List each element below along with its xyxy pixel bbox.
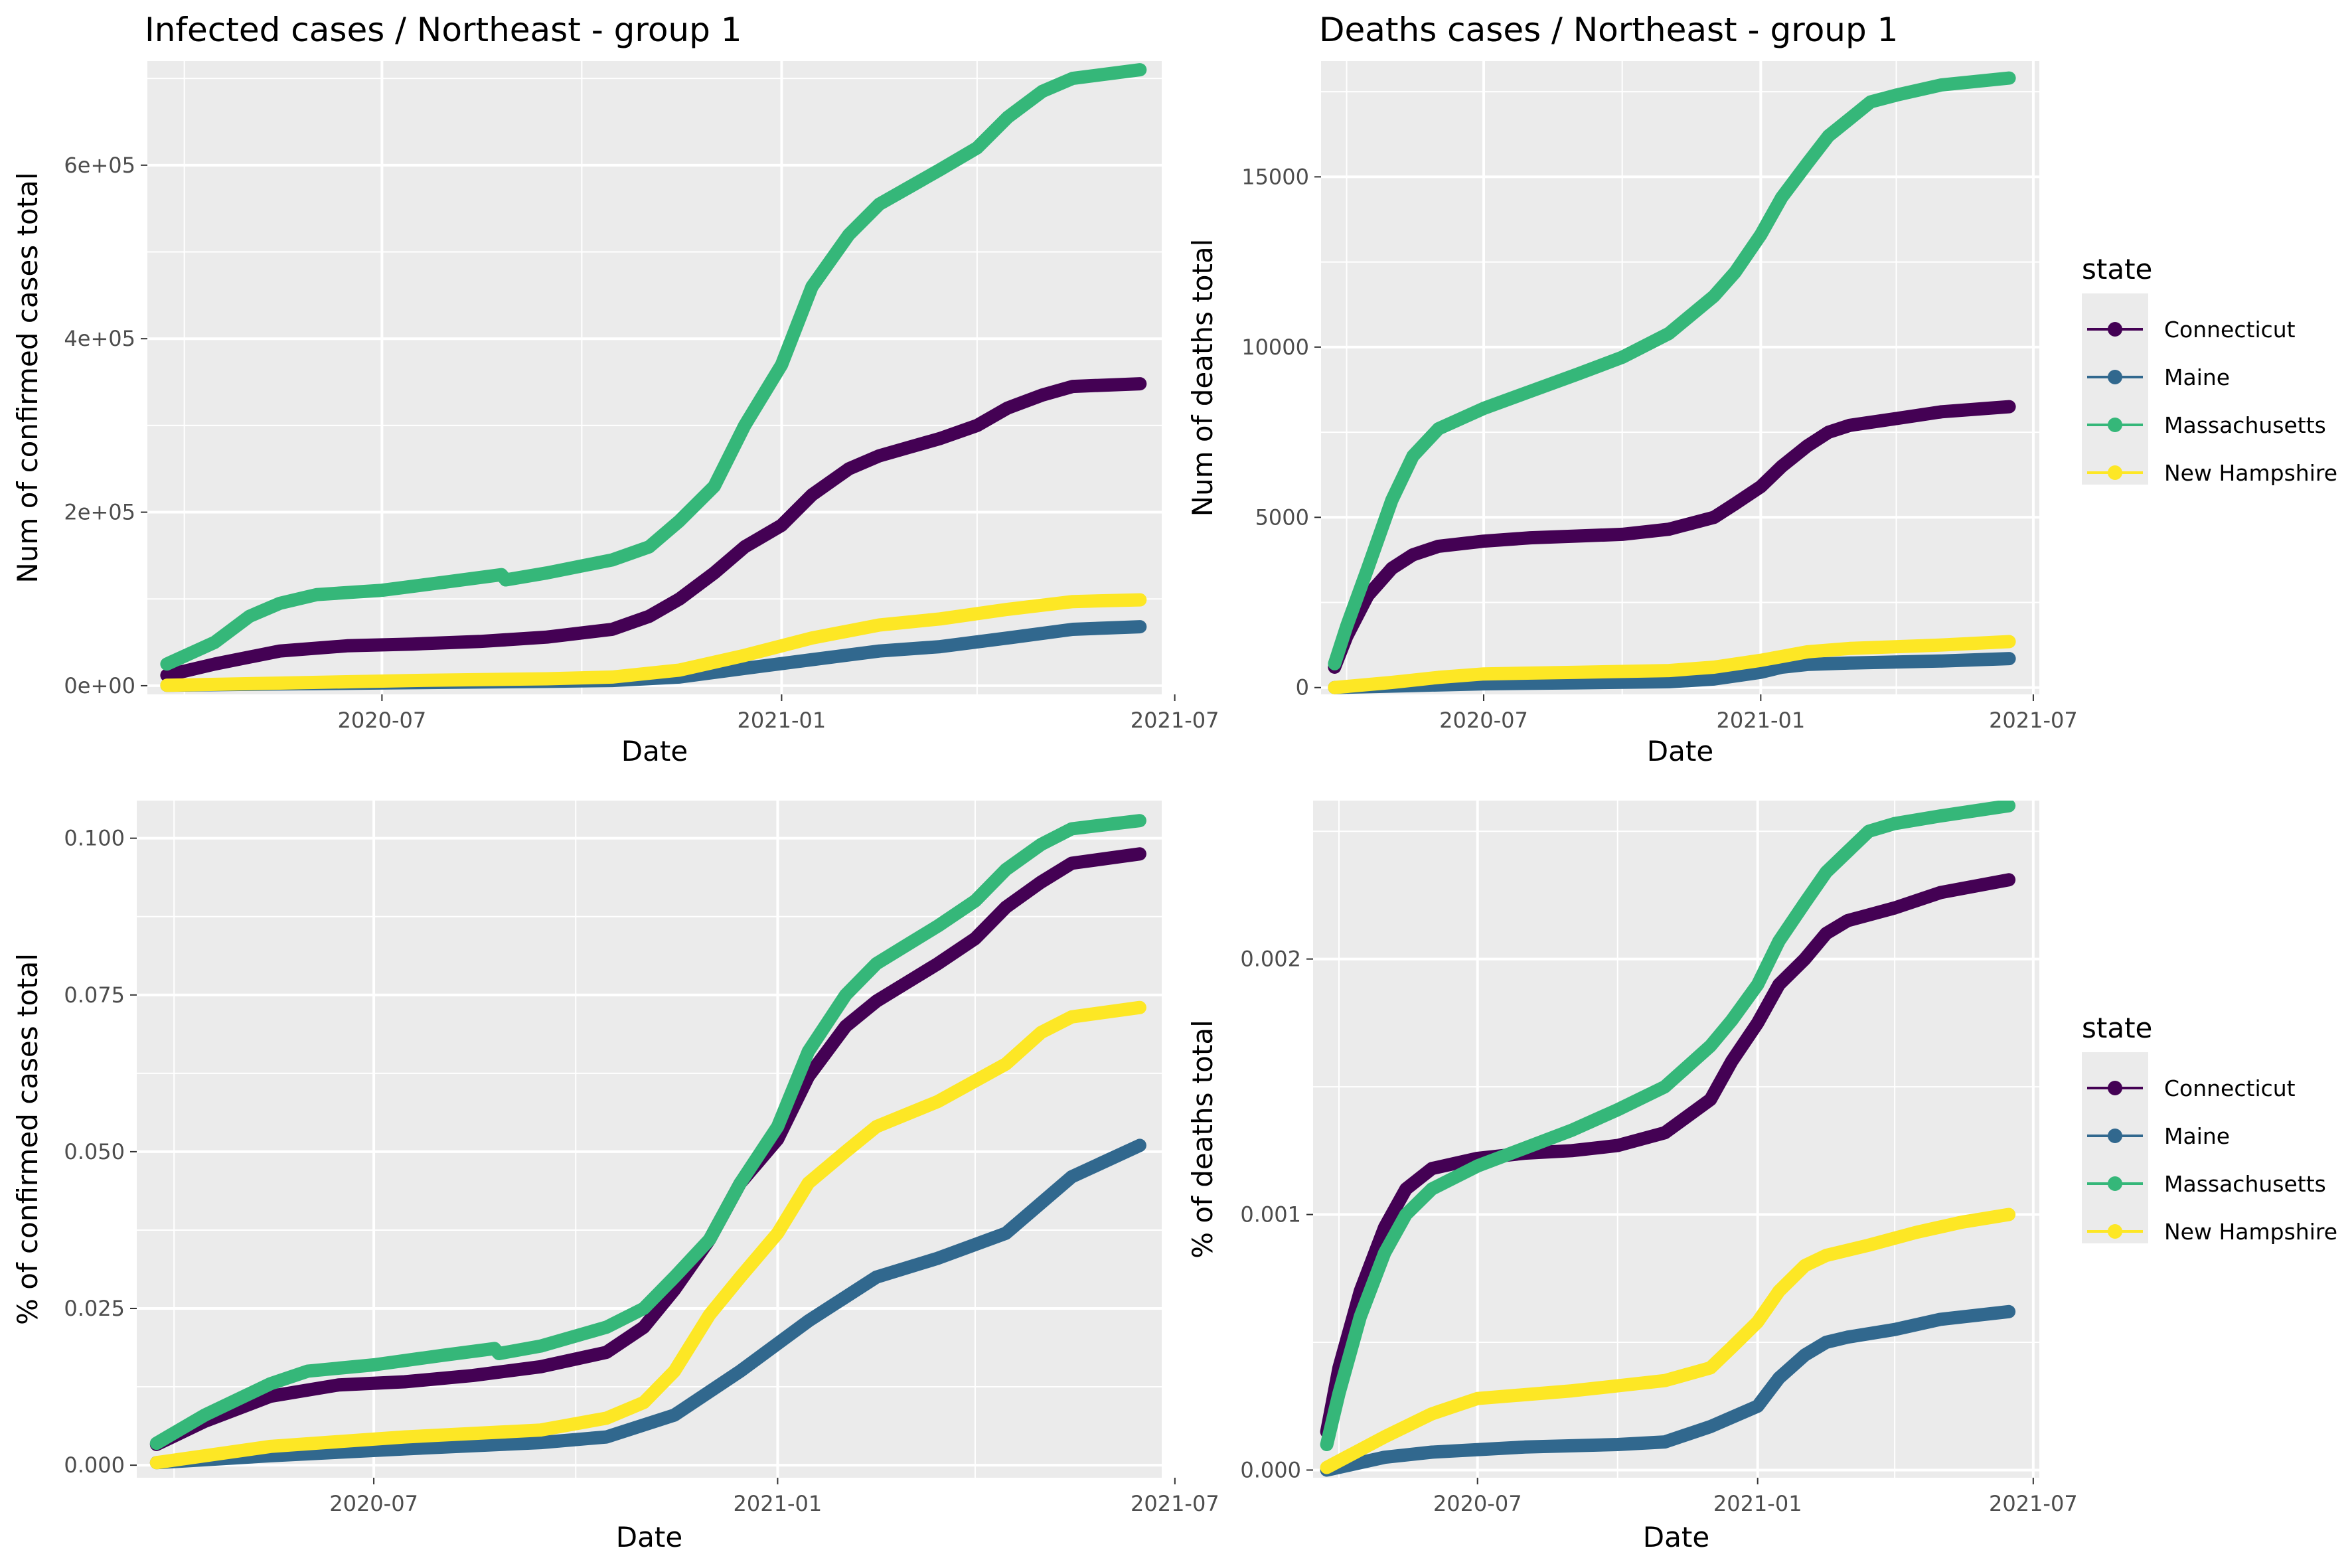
y-tick-label: 0 [1296,675,1309,700]
legend-label: New Hampshire [2164,460,2337,486]
series-line-connecticut [1320,873,2016,1439]
legend-item-connecticut: Connecticut [2087,317,2296,343]
chart-title: Deaths cases / Northeast - group 1 [1319,11,1898,49]
legend-label: Maine [2164,1123,2230,1149]
x-tick-label: 2021-01 [734,1491,823,1516]
series-line-massachusetts [160,63,1147,671]
y-tick-label: 0.025 [64,1296,125,1321]
y-tick-label: 0.002 [1240,947,1301,972]
legend-item-massachusetts: Massachusetts [2087,412,2326,438]
legend-item-massachusetts: Massachusetts [2087,1171,2326,1197]
legend-label: Connecticut [2164,1075,2296,1101]
chart-title: Infected cases / Northeast - group 1 [145,11,742,49]
legend-item-connecticut: Connecticut [2087,1075,2296,1101]
legend-title: state [2082,1012,2152,1044]
series-line-massachusetts [1320,801,2016,1451]
legend-label: Connecticut [2164,317,2296,343]
legend-swatch-point [2108,1224,2122,1239]
x-axis-title: Date [616,1521,682,1553]
x-tick-label: 2020-07 [329,1491,418,1516]
x-axis-title: Date [1643,1521,1709,1553]
y-tick-label: 0.100 [64,826,125,851]
legend-swatch-point [2108,418,2122,432]
legend-title: state [2082,253,2152,285]
x-tick-label: 2021-07 [1131,1491,1219,1516]
legend-swatch-point [2108,1081,2122,1095]
series-group [1328,71,2016,694]
y-tick-label: 0.000 [64,1452,125,1478]
legend-item-maine: Maine [2087,1123,2230,1149]
x-tick-label: 2021-07 [1989,1491,2078,1516]
y-tick-label: 2e+05 [64,500,135,525]
series-line-new-hampshire [149,1000,1146,1470]
y-tick-label: 0.050 [64,1139,125,1164]
series-line-connecticut [160,377,1147,682]
series-line-massachusetts [1328,71,2016,670]
series-group [149,814,1146,1470]
series-line-maine [1320,1304,2016,1477]
x-tick-label: 2020-07 [338,708,427,733]
legend-swatch-point [2108,1129,2122,1143]
legend-swatch-point [2108,370,2122,384]
gridlines [1313,801,2039,1478]
legend-2: state Connecticut Maine Massachusetts New Ha… [2082,1012,2337,1245]
y-tick-label: 4e+05 [64,326,135,351]
gridlines [137,801,1162,1478]
y-tick-label: 15000 [1241,164,1309,189]
series-group [160,63,1147,692]
chart-panel-2: 0 5000 10000 15000 2020-07 2021-01 2021-07 Deat… [1186,11,2078,767]
x-tick-label: 2021-07 [1989,708,2078,733]
y-tick-label: 0e+00 [64,673,135,698]
x-tick-label: 2020-07 [1439,708,1528,733]
x-axis-title: Date [1647,735,1713,767]
series-line-maine [1328,652,2016,694]
legend-label: Massachusetts [2164,1171,2326,1197]
y-tick-label: 0.001 [1240,1202,1301,1227]
chart-panel-3: 0.000 0.025 0.050 0.075 0.100 2020-07 2021-01 2… [11,801,1219,1553]
legend-label: Maine [2164,364,2230,390]
gridlines [1321,61,2039,694]
y-tick-label: 0.000 [1240,1457,1301,1482]
x-tick-label: 2021-01 [1717,708,1806,733]
y-tick-label: 10000 [1241,335,1309,360]
x-tick-label: 2020-07 [1433,1491,1522,1516]
series-line-maine [149,1138,1146,1470]
series-line-new-hampshire [1328,635,2016,694]
x-tick-label: 2021-01 [738,708,826,733]
chart-panel-4: 0.000 0.001 0.002 2020-07 2021-01 2021-07 Date… [1186,801,2078,1553]
chart-panel-1: 0e+00 2e+05 4e+05 6e+05 2020-07 2021-01 2021-0… [11,11,1219,767]
series-line-connecticut [1328,400,2016,674]
plot-background [1321,61,2039,694]
y-axis-title: % of deaths total [1186,1020,1219,1259]
plot-background [1313,801,2039,1478]
x-axis-title: Date [621,735,688,767]
legend-item-maine: Maine [2087,364,2230,390]
legend-item-new-hampshire: New Hampshire [2087,1219,2337,1245]
x-tick-label: 2021-07 [1131,708,1219,733]
y-tick-label: 5000 [1255,505,1309,530]
y-tick-label: 6e+05 [64,153,135,178]
y-axis-title: % of confirmed cases total [11,953,44,1325]
x-tick-label: 2021-01 [1713,1491,1802,1516]
series-line-new-hampshire [1320,1208,2016,1474]
y-axis-title: Num of deaths total [1186,239,1219,517]
legend-label: Massachusetts [2164,412,2326,438]
y-tick-label: 0.075 [64,982,125,1008]
y-axis-title: Num of confirmed cases total [11,172,44,583]
legend-item-new-hampshire: New Hampshire [2087,460,2337,486]
legend-swatch-point [2108,322,2122,337]
legend-swatch-point [2108,1176,2122,1191]
series-line-new-hampshire [160,593,1147,692]
legend-label: New Hampshire [2164,1219,2337,1245]
series-line-massachusetts [149,814,1146,1450]
legend-1: state Connecticut Maine Massachusetts New Ha… [2082,253,2337,486]
legend-swatch-point [2108,465,2122,480]
series-group [1320,801,2016,1477]
